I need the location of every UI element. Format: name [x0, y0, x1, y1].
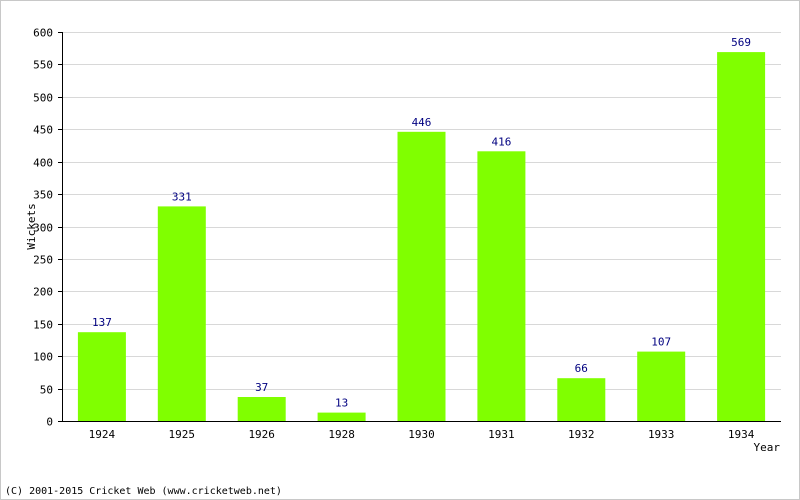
data-label: 37: [255, 381, 268, 394]
y-tick-label: 400: [33, 157, 53, 170]
y-tick-label: 550: [33, 59, 53, 72]
y-tick-label: 200: [33, 286, 53, 299]
bar-1931: [477, 151, 526, 422]
data-label: 66: [575, 362, 588, 375]
y-tick-label: 250: [33, 254, 53, 267]
data-label: 331: [172, 190, 192, 203]
data-label: 569: [731, 36, 751, 49]
bar-1926: [237, 397, 286, 421]
data-label: 107: [651, 336, 671, 349]
y-tick-label: 300: [33, 222, 53, 235]
bar-1933: [637, 351, 686, 421]
y-tick-label: 500: [33, 92, 53, 105]
data-label: 416: [491, 135, 511, 148]
y-axis-title: Wickets: [25, 203, 38, 249]
y-tick-label: 0: [46, 416, 53, 429]
data-label: 446: [412, 116, 432, 129]
x-tick-label: 1928: [328, 428, 355, 441]
y-tick-label: 450: [33, 124, 53, 137]
x-tick-label: 1930: [408, 428, 435, 441]
y-tick-label: 600: [33, 27, 53, 40]
x-tick-label: 1934: [728, 428, 755, 441]
x-tick-label: 1931: [488, 428, 515, 441]
y-tick-label: 100: [33, 351, 53, 364]
y-tick-label: 350: [33, 189, 53, 202]
bar-1928: [317, 412, 366, 421]
x-tick-label: 1925: [169, 428, 196, 441]
bar-1930: [397, 131, 446, 422]
bars: [77, 52, 766, 422]
bar-1925: [157, 206, 206, 421]
x-tick-label: 1932: [568, 428, 595, 441]
bar-chart: 0 50 100 150 200 250 300 350 400 450 500 550 600 192…: [25, 27, 781, 454]
x-tick-label: 1926: [248, 428, 275, 441]
x-tick-label: 1933: [648, 428, 675, 441]
data-label: 137: [92, 316, 112, 329]
y-tick-label: 50: [40, 384, 53, 397]
bar-1924: [77, 332, 126, 421]
data-labels: 137 331 37 13 446 416 66 107 569: [92, 36, 751, 410]
y-tick-label: 150: [33, 319, 53, 332]
data-label: 13: [335, 397, 348, 410]
bar-1932: [557, 378, 606, 421]
copyright-footer: (C) 2001-2015 Cricket Web (www.cricketwe…: [5, 486, 282, 497]
bar-1934: [717, 52, 766, 421]
y-axis-ticks: 0 50 100 150 200 250 300 350 400 450 500 550 600: [33, 27, 62, 429]
x-tick-label: 1924: [89, 428, 116, 441]
x-axis-ticks: 1924 1925 1926 1928 1930 1931 1932 1933 1934: [89, 428, 755, 441]
axes: [62, 32, 781, 422]
x-axis-title: Year: [754, 441, 781, 454]
